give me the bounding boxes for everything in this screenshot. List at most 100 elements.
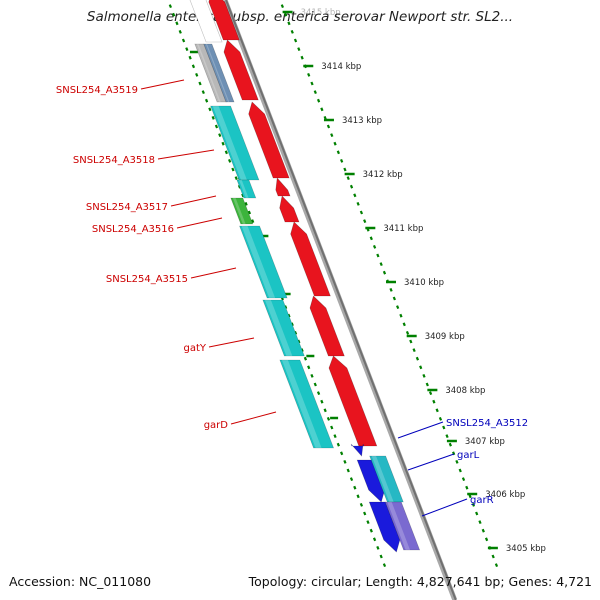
inner-dotted-ruler <box>313 382 317 387</box>
inner-dotted-ruler <box>231 167 235 172</box>
outer-dotted-ruler <box>494 563 499 568</box>
gene-block-gatY-shade <box>264 300 293 356</box>
inner-dotted-ruler <box>221 141 225 146</box>
gene-block-a3519-shade <box>205 44 230 102</box>
outer-dotted-ruler <box>396 305 400 310</box>
kbp-tick-label: 3414 kbp <box>321 62 361 72</box>
kbp-tick-label: 3408 kbp <box>445 386 485 396</box>
gene-label-SNSL254_A3516: SNSL254_A3516 <box>92 224 174 235</box>
inner-dotted-ruler <box>198 81 202 86</box>
outer-dotted-ruler <box>438 416 443 421</box>
inner-dotted-layer <box>168 4 387 568</box>
gene-block-top-shade <box>191 0 213 42</box>
gene-block-a3515 <box>239 225 288 299</box>
backbone-layer <box>222 0 458 600</box>
cds-arrow-a3518 <box>248 101 290 179</box>
outer-dotted-ruler <box>419 365 423 370</box>
cds-arrow-a3516 <box>279 195 300 223</box>
inner-dotted-ruler <box>191 64 196 69</box>
outer-dotted-ruler <box>428 391 433 396</box>
gene-block-garL <box>369 455 404 503</box>
outer-dotted-ruler <box>465 485 469 490</box>
tick-layer: 3415 kbp 3414 kbp 3413 kbp 3412 kbp 3411 kbp… <box>280 4 546 568</box>
cds-arrow-a3519 <box>223 39 259 101</box>
outer-dotted-ruler <box>432 399 436 404</box>
inner-dotted-ruler <box>356 494 360 499</box>
outer-dotted-ruler <box>422 373 426 378</box>
cds-arrow-a3512 <box>350 443 365 457</box>
outer-dotted-ruler <box>461 477 466 482</box>
outer-dotted-ruler <box>359 210 364 215</box>
inner-dotted-ruler <box>244 201 248 206</box>
inner-dotted-ruler <box>323 408 327 413</box>
outer-dotted-ruler <box>405 330 410 335</box>
inner-dotted-ruler <box>376 545 380 550</box>
kbp-tick-label: 3411 kbp <box>383 224 423 234</box>
inner-dotted-ruler <box>284 305 288 310</box>
outer-dotted-ruler <box>290 29 294 34</box>
outer-dotted-ruler <box>484 537 489 542</box>
inner-dotted-ruler <box>346 468 350 473</box>
cds-arrow-garL <box>356 459 385 503</box>
accession-text: Accession: NC_011080 <box>9 574 152 589</box>
inner-dotted-ruler <box>178 29 182 34</box>
outer-dotted-ruler <box>392 296 396 301</box>
inner-dotted-ruler <box>175 21 179 26</box>
outer-dotted-ruler <box>353 193 357 198</box>
outer-dotted-ruler <box>330 133 334 138</box>
outer-dotted-ruler <box>287 21 291 26</box>
gene-block-garD-shade <box>281 360 322 448</box>
inner-dotted-ruler <box>247 210 252 215</box>
outer-dotted-ruler <box>491 554 495 559</box>
inner-dotted-ruler <box>204 98 209 103</box>
gene-leader-line <box>176 217 223 229</box>
inner-dotted-ruler <box>369 528 373 533</box>
inner-dotted-ruler <box>293 330 298 335</box>
inner-dotted-ruler <box>208 107 212 112</box>
cds-arrow-a3520 <box>208 0 240 41</box>
gene-block-top <box>189 0 223 43</box>
inner-dotted-ruler <box>343 459 347 464</box>
inner-dotted-ruler <box>218 133 222 138</box>
gene-leader-line <box>397 421 444 439</box>
outer-dotted-ruler <box>310 81 314 86</box>
inner-dotted-ruler <box>316 391 321 396</box>
gene-leader-line <box>190 267 237 279</box>
inner-dotted-ruler <box>181 38 186 43</box>
inner-dotted-ruler <box>349 477 354 482</box>
gene-leader-line <box>421 498 468 517</box>
backbone-core <box>225 0 457 600</box>
genome-summary-text: Topology: circular; Length: 4,827,641 bp… <box>248 574 592 589</box>
gene-label-SNSL254_A3515: SNSL254_A3515 <box>106 274 188 285</box>
outer-dotted-ruler <box>307 72 311 77</box>
inner-dotted-ruler <box>372 537 377 542</box>
cds-arrow-a3515 <box>290 221 331 297</box>
gene-label-garD: garD <box>204 420 229 431</box>
outer-dotted-ruler <box>475 511 479 516</box>
inner-dotted-ruler <box>359 502 364 507</box>
outer-dotted-ruler <box>478 520 482 525</box>
label-layer: SNSL254_A3519 SNSL254_A3518 SNSL254_A3517 S… <box>56 79 528 517</box>
gene-label-SNSL254_A3518: SNSL254_A3518 <box>73 155 155 166</box>
gene-block-a3518-shade <box>212 106 247 180</box>
outer-dotted-ruler <box>284 12 288 17</box>
inner-dotted-ruler <box>168 4 172 9</box>
kbp-tick-label: 3406 kbp <box>485 490 525 500</box>
gene-block-a3517 <box>236 179 257 199</box>
outer-dotted-ruler <box>369 236 373 241</box>
outer-dotted-ruler <box>293 38 298 43</box>
outer-dotted-ruler <box>389 287 393 292</box>
inner-dotted-ruler <box>228 158 232 163</box>
kbp-tick-label: 3409 kbp <box>425 332 465 342</box>
outer-dotted-ruler <box>333 141 337 146</box>
outer-dotted-ruler <box>300 55 304 60</box>
inner-dotted-ruler <box>320 399 324 404</box>
outer-dotted-ruler <box>445 434 449 439</box>
kbp-tick-label: 3410 kbp <box>404 278 444 288</box>
gene-block-garL-shade <box>371 456 394 502</box>
inner-dotted-ruler <box>251 219 255 224</box>
kbp-tick-label: 3413 kbp <box>342 116 382 126</box>
outer-dotted-ruler <box>412 348 416 353</box>
gene-block-a3519 <box>203 43 235 103</box>
kbp-tick-label: 3405 kbp <box>506 544 546 554</box>
